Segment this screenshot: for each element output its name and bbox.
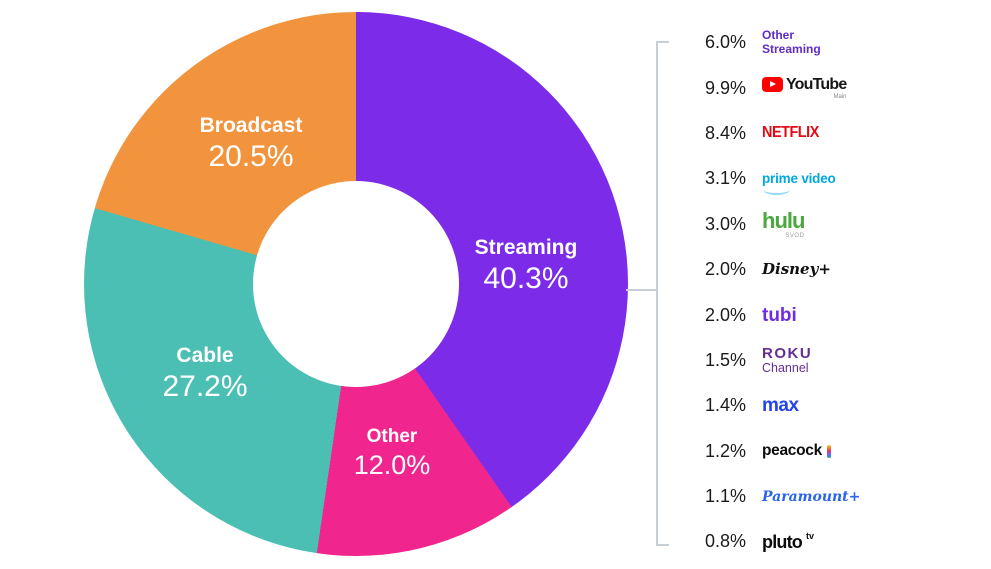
prime-video-wordmark: prime video [762,171,836,196]
streaming-bracket [626,41,669,546]
peacock-feathers-icon [826,444,831,458]
disney-plus-logo: Disney+ [762,262,831,277]
breakdown-value: 1.5% [704,349,746,370]
youtube-wordmark: YouTube [762,75,847,93]
netflix-wordmark: NETFLIX [762,125,825,141]
breakdown-row: 1.4% max [688,383,984,428]
slice-pct: 40.3% [483,262,569,296]
prime-video-logo: prime video [762,171,836,196]
breakdown-row: 0.8% pluto tv [688,519,984,564]
breakdown-row: 3.1% prime video [688,156,984,201]
brand-text: hulu [762,207,805,233]
peacock-wordmark: peacock [762,443,831,459]
breakdown-row: 2.0% Disney+ [688,247,984,292]
brand-text: pluto [762,531,803,552]
slice-name: Other [366,426,418,447]
breakdown-row: 1.5% Roku Channel [688,338,984,383]
hulu-wordmark: hulu [762,207,805,233]
breakdown-row: 6.0% Other Streaming [688,20,984,65]
brand-text: max [762,395,799,417]
breakdown-value: 1.1% [704,486,746,507]
brand-sub-text: Channel [762,361,809,376]
slice-label-broadcast: Broadcast 20.5% [163,114,339,175]
breakdown-row: 3.0% hulu SVOD [688,202,984,247]
breakdown-value: 8.4% [704,122,746,143]
hulu-logo: hulu SVOD [762,207,805,239]
brand-sub-text: SVOD [785,232,805,239]
breakdown-row: 9.9% YouTube Main [688,65,984,110]
youtube-play-icon [762,77,783,93]
slice-name: Broadcast [199,114,303,137]
brand-text: NETFLIX [762,124,819,142]
brand-text: Paramount+ [762,488,861,505]
breakdown-value: 2.0% [704,259,746,280]
slice-pct: 27.2% [162,370,248,404]
brand-sub-text: Main [833,93,847,100]
slice-pct: 20.5% [208,140,294,174]
brand-text: Disney+ [762,260,831,279]
breakdown-value: 2.0% [704,304,746,325]
pluto-tv-wordmark: pluto tv [762,531,814,552]
roku-channel-wordmark: Roku [762,346,812,361]
breakdown-value: 1.2% [704,440,746,461]
prime-smile-icon [763,184,790,196]
roku-channel-logo: Roku Channel [762,346,812,375]
brand-text: tubi [762,304,797,326]
pluto-tv-logo: pluto tv [762,531,814,552]
other-streaming-logo: Other Streaming [762,27,834,57]
max-logo: max [762,396,799,415]
breakdown-row: 2.0% tubi [688,292,984,337]
youtube-logo: YouTube Main [762,75,847,100]
streaming-breakdown-list: 6.0% Other Streaming 9.9% YouTube Main 8.4% NE… [688,20,984,565]
peacock-logo: peacock [762,443,831,459]
breakdown-value: 6.0% [704,32,746,53]
breakdown-value: 3.1% [704,168,746,189]
breakdown-value: 0.8% [704,531,746,552]
breakdown-row: 1.2% peacock [688,429,984,474]
slice-label-other: Other 12.0% [312,426,472,481]
tubi-wordmark: tubi [762,306,797,325]
tubi-logo: tubi [762,306,797,325]
max-wordmark: max [762,396,799,415]
slice-name: Cable [176,344,234,367]
breakdown-value: 3.0% [704,213,746,234]
netflix-logo: NETFLIX [762,125,825,141]
brand-text: prime video [762,171,836,187]
paramount-plus-wordmark: Paramount+ [762,490,860,504]
breakdown-value: 1.4% [704,395,746,416]
brand-text: peacock [762,442,822,460]
donut-hole [253,181,459,387]
slice-label-cable: Cable 27.2% [116,344,294,405]
breakdown-value: 9.9% [704,77,746,98]
brand-text: YouTube [786,75,847,93]
brand-text: Other Streaming [762,27,821,56]
brand-text: Roku [762,345,813,363]
slice-pct: 12.0% [353,449,431,480]
slice-name: Streaming [474,236,578,259]
other-streaming-wordmark: Other Streaming [762,27,834,57]
slice-label-streaming: Streaming 40.3% [440,236,612,297]
breakdown-row: 1.1% Paramount+ [688,474,984,519]
breakdown-row: 8.4% NETFLIX [688,111,984,156]
paramount-plus-logo: Paramount+ [762,490,860,504]
disney-plus-wordmark: Disney+ [762,262,831,277]
brand-sup-text: tv [805,531,814,542]
